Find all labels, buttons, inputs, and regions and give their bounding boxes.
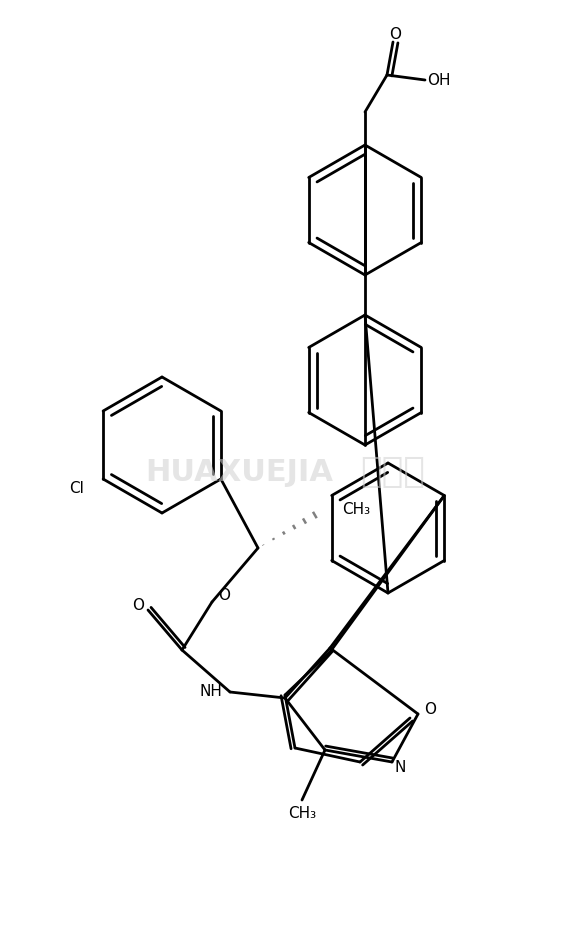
Text: CH₃: CH₃ (288, 807, 316, 822)
Text: HUAXUEJIA: HUAXUEJIA (145, 458, 333, 486)
Text: O: O (132, 598, 144, 613)
Text: O: O (389, 27, 401, 42)
Text: CH₃: CH₃ (342, 502, 370, 518)
Text: OH: OH (427, 72, 451, 87)
Text: Cl: Cl (69, 481, 84, 496)
Text: N: N (395, 760, 406, 775)
Text: NH: NH (199, 684, 222, 700)
Text: O: O (424, 702, 436, 718)
Text: O: O (218, 589, 230, 604)
Text: 化学加: 化学加 (360, 455, 425, 489)
